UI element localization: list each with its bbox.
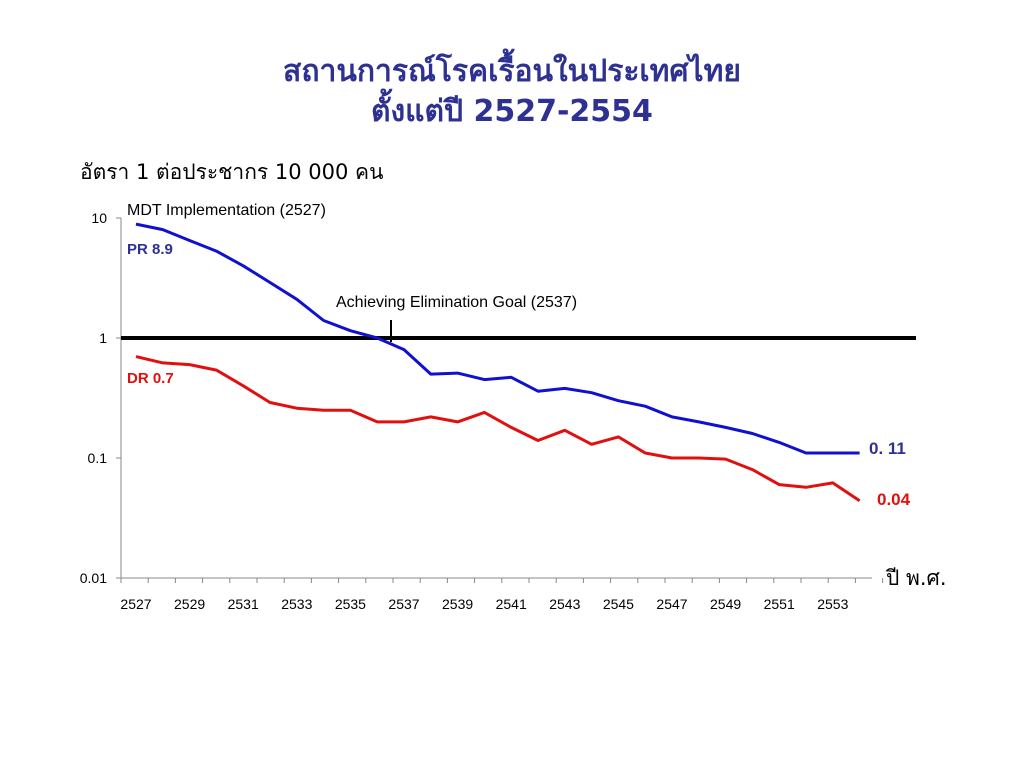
x-tick-label: 2543 — [549, 596, 580, 612]
x-tick-label: 2535 — [335, 596, 366, 612]
x-tick-label: 2545 — [603, 596, 634, 612]
chart-title: สถานการณ์โรคเรื้อนในประเทศไทย ตั้งแต่ปี … — [0, 52, 1024, 132]
series-lines — [135, 222, 861, 503]
y-axis-label: อัตรา 1 ต่อประชากร 10 000 คน — [80, 160, 384, 184]
x-axis-label: ปี พ.ศ. — [886, 566, 947, 590]
y-tick-label: 0.1 — [88, 450, 108, 466]
pr-start-label: PR 8.9 — [127, 241, 173, 258]
axes: 10 1 0.1 0.01 2527 2529 2531 2533 2535 2537 2539 25… — [80, 210, 884, 612]
dr-start-label: DR 0.7 — [127, 370, 174, 387]
x-tick-label: 2533 — [281, 596, 312, 612]
x-tick-label: 2537 — [388, 596, 419, 612]
x-tick-label: 2531 — [228, 596, 259, 612]
y-tick-label: 0.01 — [80, 570, 107, 586]
y-tick-label: 1 — [99, 330, 107, 346]
x-tick-label: 2541 — [496, 596, 527, 612]
dr-end-label: 0.04 — [877, 490, 911, 509]
x-tick-label: 2527 — [120, 596, 151, 612]
mdt-annotation: MDT Implementation (2527) — [127, 202, 326, 219]
pr-end-label: 0. 11 — [869, 439, 906, 458]
x-tick-label: 2549 — [710, 596, 741, 612]
x-tick-label: 2529 — [174, 596, 205, 612]
annotations: MDT Implementation (2527) Achieving Elim… — [127, 202, 911, 509]
title-line-1: สถานการณ์โรคเรื้อนในประเทศไทย — [283, 54, 741, 89]
x-tick-label: 2539 — [442, 596, 473, 612]
series-line-dr — [135, 355, 861, 503]
series-line-pr — [135, 222, 860, 455]
x-tick-label: 2551 — [764, 596, 795, 612]
goal-annotation: Achieving Elimination Goal (2537) — [336, 294, 577, 311]
y-tick-label: 10 — [91, 210, 107, 226]
x-tick-label: 2553 — [817, 596, 848, 612]
x-tick-label: 2547 — [656, 596, 687, 612]
title-line-2: ตั้งแต่ปี 2527-2554 — [371, 94, 653, 129]
